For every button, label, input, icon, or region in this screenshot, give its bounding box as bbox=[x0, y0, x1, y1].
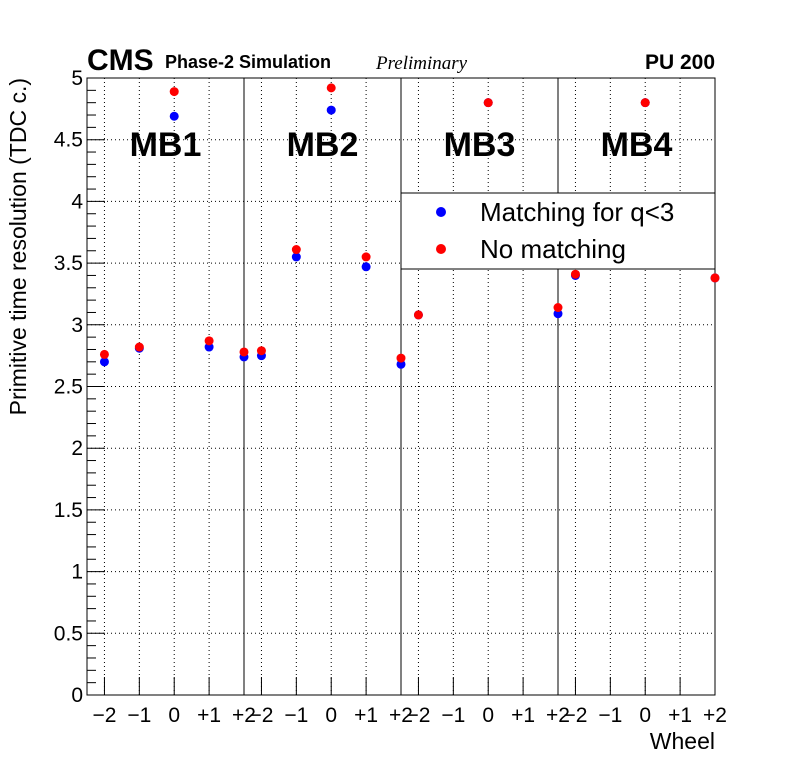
x-tick-label: +2 bbox=[232, 704, 256, 727]
station-labels: MB1 MB2 MB3 MB4 bbox=[130, 126, 673, 164]
y-tick-label: 4 bbox=[71, 190, 83, 213]
data-points bbox=[99, 83, 720, 369]
x-tick-label: −1 bbox=[284, 704, 308, 727]
point-matching-mb1-w3 bbox=[204, 342, 214, 352]
point-matching-mb2-w2 bbox=[326, 105, 336, 115]
pileup-label: PU 200 bbox=[645, 51, 715, 74]
station-label-mb1: MB1 bbox=[130, 126, 202, 164]
point-no-matching-mb1-w2 bbox=[169, 87, 179, 97]
point-no-matching-mb2-w1 bbox=[291, 245, 301, 255]
point-no-matching-mb2-w2 bbox=[326, 83, 336, 93]
legend: Matching for q<3 No matching bbox=[400, 192, 716, 270]
y-tick-label: 3 bbox=[71, 314, 83, 337]
y-tick-label: 2 bbox=[71, 437, 83, 460]
x-tick-label: 0 bbox=[325, 704, 337, 727]
y-tick-label: 0 bbox=[71, 684, 83, 707]
x-tick-label: −1 bbox=[441, 704, 465, 727]
point-no-matching-mb1-w4 bbox=[239, 347, 249, 357]
legend-label-no-matching: No matching bbox=[480, 234, 626, 264]
y-tick-label: 1.5 bbox=[54, 499, 83, 522]
point-matching-mb2-w4 bbox=[396, 359, 406, 369]
x-tick-label: +2 bbox=[546, 704, 570, 727]
x-tick-label: −2 bbox=[249, 704, 273, 727]
x-tick-label: −2 bbox=[92, 704, 116, 727]
point-matching-mb2-w3 bbox=[361, 262, 371, 272]
x-tick-label: −1 bbox=[598, 704, 622, 727]
point-matching-mb3-w4 bbox=[553, 309, 563, 319]
x-axis-title: Wheel bbox=[650, 728, 715, 754]
point-no-matching-mb3-w4 bbox=[553, 303, 563, 313]
point-no-matching-mb4-w2 bbox=[640, 98, 650, 108]
preliminary-label: Preliminary bbox=[375, 53, 468, 74]
simulation-label: Phase-2 Simulation bbox=[165, 52, 331, 72]
x-tick-label: 0 bbox=[482, 704, 494, 727]
point-matching-mb1-w0 bbox=[99, 357, 109, 367]
point-no-matching-mb1-w3 bbox=[204, 336, 214, 346]
point-no-matching-mb1-w1 bbox=[134, 342, 144, 352]
station-label-mb2: MB2 bbox=[287, 126, 359, 164]
x-tick-labels: −2 −1 0 +1 +2−2 −1 0 +1 +2−2 −1 0 +1 +2−2 −1 0 +1 +2 bbox=[92, 704, 727, 727]
legend-marker-no-matching bbox=[436, 244, 446, 254]
station-separators bbox=[243, 78, 559, 695]
point-no-matching-mb3-w0 bbox=[413, 310, 423, 320]
y-tick-labels: 0 0.5 1 1.5 2 2.5 3 3.5 4 4.5 5 bbox=[54, 67, 84, 707]
x-tick-label: −1 bbox=[127, 704, 151, 727]
x-tick-label: 0 bbox=[168, 704, 180, 727]
legend-label-matching: Matching for q<3 bbox=[480, 197, 674, 227]
x-tick-label: +1 bbox=[197, 704, 221, 727]
y-tick-label: 2.5 bbox=[54, 376, 83, 399]
x-tick-label: −2 bbox=[406, 704, 430, 727]
point-no-matching-mb4-w4 bbox=[710, 273, 720, 283]
station-label-mb3: MB3 bbox=[444, 126, 516, 164]
y-axis-title: Primitive time resolution (TDC c.) bbox=[5, 78, 31, 415]
x-tick-label: +1 bbox=[511, 704, 535, 727]
y-tick-label: 1 bbox=[71, 561, 83, 584]
legend-box bbox=[400, 192, 716, 270]
point-matching-mb1-w2 bbox=[169, 111, 179, 121]
point-no-matching-mb4-w0 bbox=[570, 269, 580, 279]
station-label-mb4: MB4 bbox=[601, 126, 673, 164]
x-tick-label: +1 bbox=[354, 704, 378, 727]
x-tick-label: +2 bbox=[703, 704, 727, 727]
point-matching-mb2-w1 bbox=[291, 252, 301, 262]
y-tick-label: 0.5 bbox=[54, 622, 83, 645]
cms-label: CMS bbox=[87, 44, 154, 77]
point-no-matching-mb3-w2 bbox=[483, 98, 493, 108]
y-tick-label: 3.5 bbox=[54, 252, 83, 275]
y-tick-label: 4.5 bbox=[54, 129, 83, 152]
x-tick-label: 0 bbox=[639, 704, 651, 727]
axis-ticks bbox=[87, 77, 716, 696]
x-tick-label: +2 bbox=[389, 704, 413, 727]
point-no-matching-mb2-w0 bbox=[256, 346, 266, 356]
x-tick-label: +1 bbox=[668, 704, 692, 727]
x-tick-label: −2 bbox=[563, 704, 587, 727]
point-no-matching-mb2-w4 bbox=[396, 353, 406, 363]
point-no-matching-mb1-w0 bbox=[99, 349, 109, 359]
y-tick-label: 5 bbox=[71, 67, 83, 90]
legend-marker-matching bbox=[436, 207, 446, 217]
point-no-matching-mb2-w3 bbox=[361, 252, 371, 262]
